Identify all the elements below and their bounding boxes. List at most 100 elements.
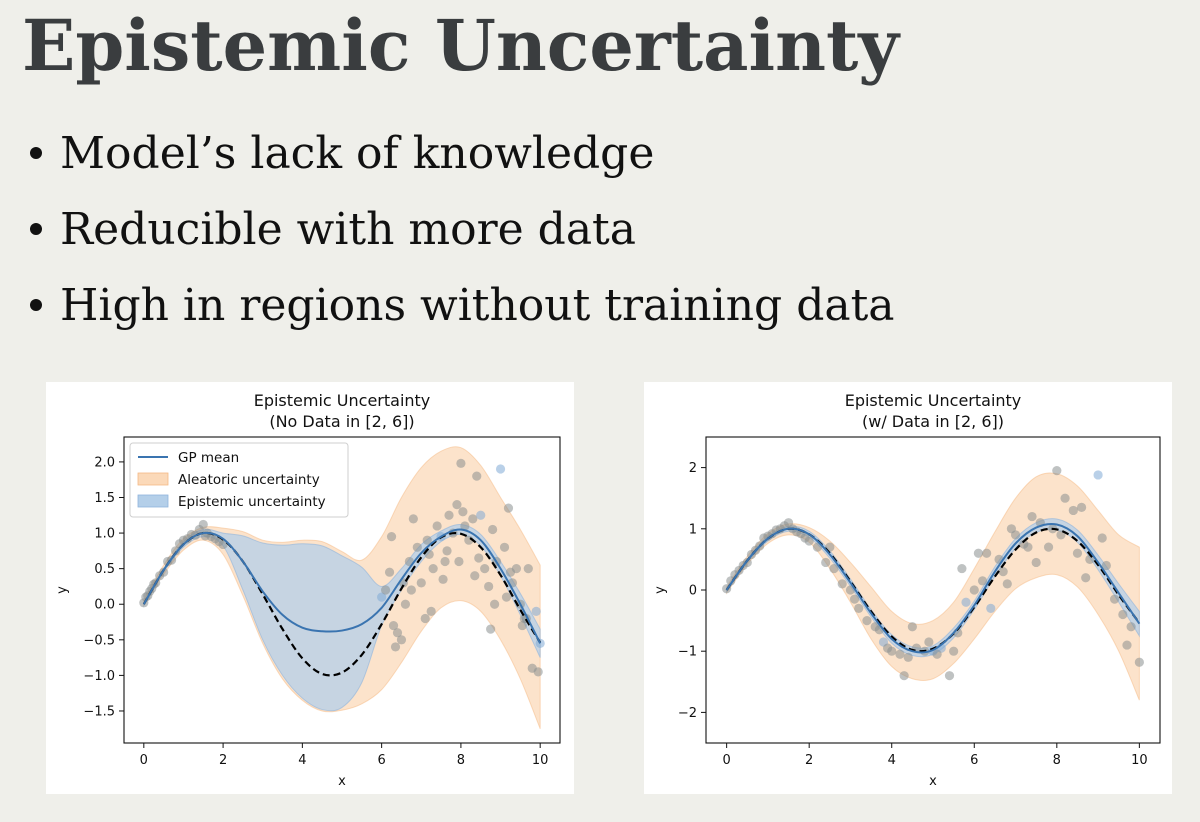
data-point bbox=[1002, 579, 1012, 589]
data-point bbox=[480, 564, 490, 574]
x-axis-label: x bbox=[929, 774, 937, 789]
legend-label: Aleatoric uncertainty bbox=[178, 472, 320, 488]
data-point bbox=[1060, 493, 1070, 503]
x-tick-label: 4 bbox=[298, 753, 306, 768]
data-point bbox=[1023, 542, 1033, 552]
data-point bbox=[1076, 502, 1087, 512]
y-tick-label: 0.5 bbox=[94, 562, 115, 577]
bullet-item: Model’s lack of knowledge bbox=[30, 124, 895, 200]
slide-title: Epistemic Uncertainty bbox=[22, 4, 899, 87]
x-tick-label: 0 bbox=[140, 753, 148, 768]
y-tick-label: −2 bbox=[678, 706, 697, 721]
data-point bbox=[460, 521, 470, 531]
data-point bbox=[907, 622, 917, 632]
y-tick-label: −1.0 bbox=[83, 669, 115, 684]
chart-with-data: Epistemic Uncertainty (w/ Data in [2, 6])… bbox=[653, 391, 1161, 789]
data-point bbox=[440, 556, 450, 567]
data-point bbox=[468, 514, 478, 524]
data-point bbox=[400, 599, 411, 609]
x-axis-label: x bbox=[338, 774, 346, 789]
data-point bbox=[829, 563, 839, 574]
data-point bbox=[883, 643, 893, 653]
data-point bbox=[490, 599, 500, 609]
data-point bbox=[390, 642, 401, 652]
y-tick-label: 0 bbox=[689, 584, 697, 599]
data-point bbox=[454, 556, 464, 567]
data-point bbox=[503, 503, 514, 513]
data-point bbox=[837, 579, 847, 589]
y-tick-label: 1.5 bbox=[94, 491, 115, 506]
data-point bbox=[396, 635, 407, 645]
data-point bbox=[470, 571, 480, 581]
data-point bbox=[903, 652, 913, 662]
data-point bbox=[1052, 466, 1062, 476]
data-point bbox=[957, 563, 967, 574]
data-point bbox=[416, 578, 426, 588]
data-point bbox=[1081, 573, 1091, 583]
x-tick-label: 4 bbox=[888, 753, 896, 768]
data-point bbox=[533, 667, 543, 677]
x-tick-label: 2 bbox=[805, 753, 813, 768]
y-tick-label: 2.0 bbox=[94, 455, 115, 470]
plot-no-data: Epistemic Uncertainty (No Data in [2, 6])… bbox=[46, 382, 574, 794]
data-point bbox=[812, 542, 823, 552]
data-point bbox=[899, 671, 909, 681]
data-point bbox=[476, 510, 486, 520]
x-tick-label: 2 bbox=[219, 753, 227, 768]
plot-frame bbox=[123, 436, 561, 744]
data-point bbox=[408, 514, 418, 524]
bullet-dot-icon bbox=[30, 146, 42, 159]
data-point bbox=[1134, 657, 1144, 667]
data-point bbox=[1122, 640, 1132, 650]
x-tick-label: 6 bbox=[970, 753, 978, 768]
data-point bbox=[895, 649, 905, 659]
chart-title: Epistemic Uncertainty bbox=[845, 391, 1022, 410]
true-function-line bbox=[725, 527, 1141, 653]
data-point bbox=[412, 542, 422, 552]
data-point bbox=[944, 671, 955, 681]
legend-epistemic-swatch bbox=[137, 494, 169, 508]
data-point bbox=[1093, 470, 1103, 480]
legend-box bbox=[129, 442, 349, 518]
data-point bbox=[386, 532, 397, 542]
x-tick-label: 10 bbox=[1131, 753, 1148, 768]
bullet-text: High in regions without training data bbox=[60, 280, 895, 331]
plot-area bbox=[139, 446, 545, 729]
data-point bbox=[998, 567, 1008, 577]
data-point bbox=[982, 548, 992, 558]
data-point bbox=[472, 471, 482, 481]
plot-area bbox=[722, 466, 1144, 701]
epistemic-band bbox=[143, 523, 541, 712]
data-point bbox=[1031, 557, 1041, 568]
chart-subtitle: (w/ Data in [2, 6]) bbox=[862, 412, 1004, 431]
data-point bbox=[218, 539, 228, 550]
bullet-text: Model’s lack of knowledge bbox=[60, 128, 655, 179]
legend: GP mean Aleatoric uncertainty Epistemic un… bbox=[129, 442, 349, 518]
bullet-item: High in regions without training data bbox=[30, 276, 895, 352]
y-axis-label: y bbox=[55, 586, 70, 594]
data-point bbox=[499, 542, 510, 552]
data-point bbox=[432, 521, 442, 531]
data-point bbox=[384, 567, 395, 577]
data-point bbox=[821, 557, 831, 568]
data-point bbox=[1027, 511, 1037, 522]
data-point bbox=[420, 613, 430, 624]
x-tick-label: 0 bbox=[722, 753, 730, 768]
data-point bbox=[458, 507, 468, 517]
data-point bbox=[442, 546, 452, 556]
data-point bbox=[1006, 524, 1017, 534]
data-point bbox=[426, 606, 436, 616]
data-point bbox=[381, 585, 391, 595]
bullet-item: Reducible with more data bbox=[30, 200, 895, 276]
data-point bbox=[854, 603, 864, 613]
data-point bbox=[456, 458, 466, 468]
data-point bbox=[517, 620, 527, 631]
data-point bbox=[377, 592, 387, 602]
data-point bbox=[388, 620, 399, 631]
data-point bbox=[1072, 548, 1083, 558]
data-point bbox=[488, 524, 498, 535]
chart-title: Epistemic Uncertainty bbox=[254, 391, 431, 410]
data-point bbox=[424, 549, 434, 560]
y-tick-label: −0.5 bbox=[83, 633, 115, 648]
x-tick-label: 8 bbox=[1053, 753, 1061, 768]
